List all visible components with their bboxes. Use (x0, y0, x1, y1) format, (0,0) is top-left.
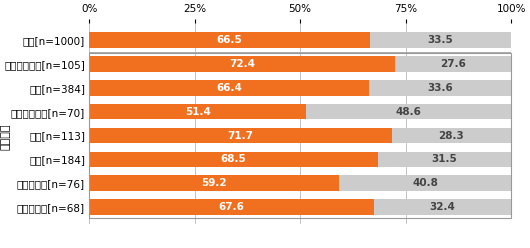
Bar (89, 104, 306, 120)
Text: 66.4: 66.4 (216, 83, 242, 93)
Bar (89, 152, 378, 167)
Text: 67.6: 67.6 (219, 202, 245, 212)
Bar (89, 128, 392, 143)
Bar (306, 104, 511, 120)
Text: 33.5: 33.5 (428, 35, 453, 45)
Text: 72.4: 72.4 (229, 59, 255, 69)
Text: 51.4: 51.4 (184, 107, 210, 117)
Bar (89, 53, 511, 218)
Bar (392, 128, 511, 143)
Bar (378, 152, 511, 167)
Text: 59.2: 59.2 (201, 178, 227, 188)
Bar (369, 80, 511, 95)
Text: 71.7: 71.7 (227, 130, 253, 141)
Bar (89, 32, 370, 48)
Text: 48.6: 48.6 (395, 107, 421, 117)
Bar (89, 80, 369, 95)
Bar (395, 56, 511, 72)
Text: 68.5: 68.5 (221, 155, 246, 164)
Text: 31.5: 31.5 (432, 155, 457, 164)
Bar (89, 56, 395, 72)
Bar (339, 176, 511, 191)
Text: 28.3: 28.3 (438, 130, 464, 141)
Bar (374, 199, 511, 215)
Bar (370, 32, 511, 48)
Text: 27.6: 27.6 (440, 59, 466, 69)
Text: 40.8: 40.8 (412, 178, 438, 188)
Text: 33.6: 33.6 (427, 83, 453, 93)
Bar (89, 176, 339, 191)
Text: 居住地別: 居住地別 (1, 123, 10, 150)
Bar (89, 199, 374, 215)
Text: 66.5: 66.5 (217, 35, 242, 45)
Text: 32.4: 32.4 (430, 202, 456, 212)
